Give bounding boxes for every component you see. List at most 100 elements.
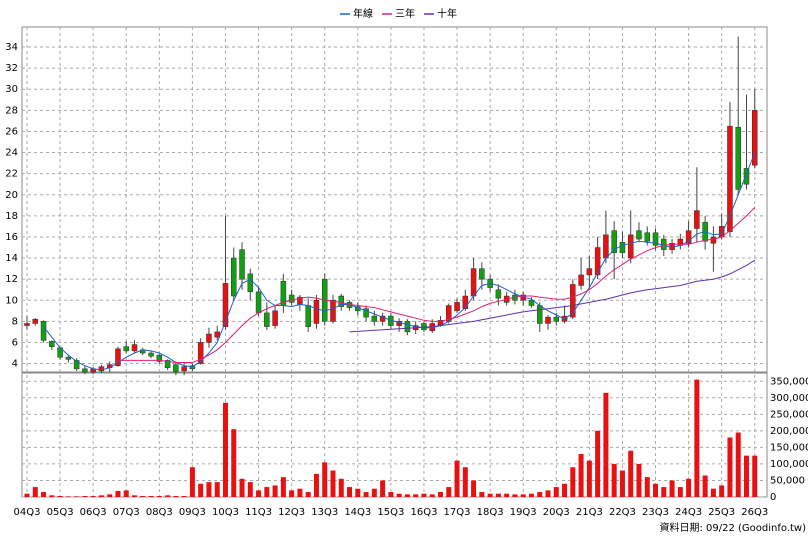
volume-bar [222,402,228,497]
footer: 資料日期: 09/22 (Goodinfo.tw) [659,521,806,534]
volume-bar [446,487,452,497]
y-tick-label: 300,000 [770,393,808,404]
y-tick-label: 28 [5,105,18,116]
volume-bar [363,492,369,497]
volume-bar [115,491,121,497]
x-tick-label: 08Q3 [146,507,173,518]
candle-body [189,365,196,370]
volume-bar [74,496,80,497]
candle-body [231,257,237,297]
candle-body [470,268,477,297]
y-tick-label: 24 [5,148,18,159]
y-tick-label: 0 [770,492,776,503]
candle-body [636,230,642,240]
y-tick-label: 200,000 [770,426,808,437]
volume-bar [264,487,270,497]
volume-bar [107,494,113,497]
volume-bar [98,495,104,497]
candle-body [40,321,47,341]
volume-bar [239,478,245,497]
candle-body [644,232,650,242]
candle-body [454,302,460,312]
candle-body [661,238,667,250]
candle-body [338,295,345,307]
x-tick-label: 23Q3 [642,507,669,518]
volume-bar [553,487,559,497]
candle-body [222,283,229,327]
candle-body [156,354,163,362]
candle-body [49,341,55,347]
volume-bar [710,488,716,497]
volume-bar [322,462,328,497]
candle-body [65,356,72,360]
x-tick-label: 24Q3 [675,507,702,518]
candle-body [652,232,659,246]
x-tick-label: 05Q3 [47,507,74,518]
candle-body [735,126,741,190]
candle-body [148,352,154,357]
volume-panel [21,372,768,498]
candle-body [495,289,502,299]
volume-bar [504,493,510,497]
volume-bar [429,494,435,497]
candle-body [73,360,80,370]
candle-body [115,348,121,366]
candle-body [553,316,560,322]
candle-body [123,346,129,352]
y-tick-label: 350,000 [770,376,808,387]
legend-label: 三年 [395,7,415,20]
volume-bar [247,482,253,497]
candle-body [404,321,411,333]
x-tick-label: 12Q3 [278,507,305,518]
volume-bar [595,430,601,497]
volume-bar [231,429,237,497]
volume-bar [669,480,675,497]
candle-body [371,315,378,322]
volume-bar [156,496,162,497]
x-tick-label: 18Q3 [477,507,504,518]
candle-body [197,342,204,364]
volume-bar [653,483,659,497]
candle-body [627,234,634,259]
price-panel [21,26,768,373]
candle-body [479,268,485,280]
volume-bar [140,496,146,497]
y-tick-label: 50,000 [770,475,805,486]
volume-bar [413,494,419,497]
x-tick-label: 16Q3 [410,507,437,518]
x-tick-label: 14Q3 [344,507,371,518]
volume-bar [313,473,319,497]
volume-bar [727,437,733,497]
volume-bar [132,495,138,497]
candle-body [24,323,30,326]
volume-bar [694,379,700,497]
volume-bar [586,460,592,497]
volume-bar [338,478,344,497]
y-tick-label: 16 [5,232,18,243]
candle-body [288,294,295,303]
candle-body [752,110,758,166]
volume-bar [289,490,295,497]
volume-bar [65,496,71,497]
x-tick-label: 26Q3 [741,507,768,518]
candle-body [313,300,320,324]
y-tick-label: 6 [12,337,18,348]
y-tick-label: 18 [5,211,18,222]
volume-bar [123,490,129,497]
candle-body [255,291,262,314]
volume-bar [57,496,63,497]
volume-bar [206,482,212,497]
candle-body [239,249,245,280]
volume-bar [388,492,394,497]
volume-bar [272,485,278,497]
y-tick-label: 32 [5,63,18,74]
candle-body [611,230,617,254]
y-tick-label: 34 [5,42,18,53]
x-tick-label: 20Q3 [543,507,570,518]
volume-bar [41,492,47,497]
candle-body [181,366,187,372]
x-tick-label: 25Q3 [708,507,735,518]
y-tick-label: 26 [5,126,18,137]
candle-body [727,125,733,232]
volume-bar [520,494,526,497]
